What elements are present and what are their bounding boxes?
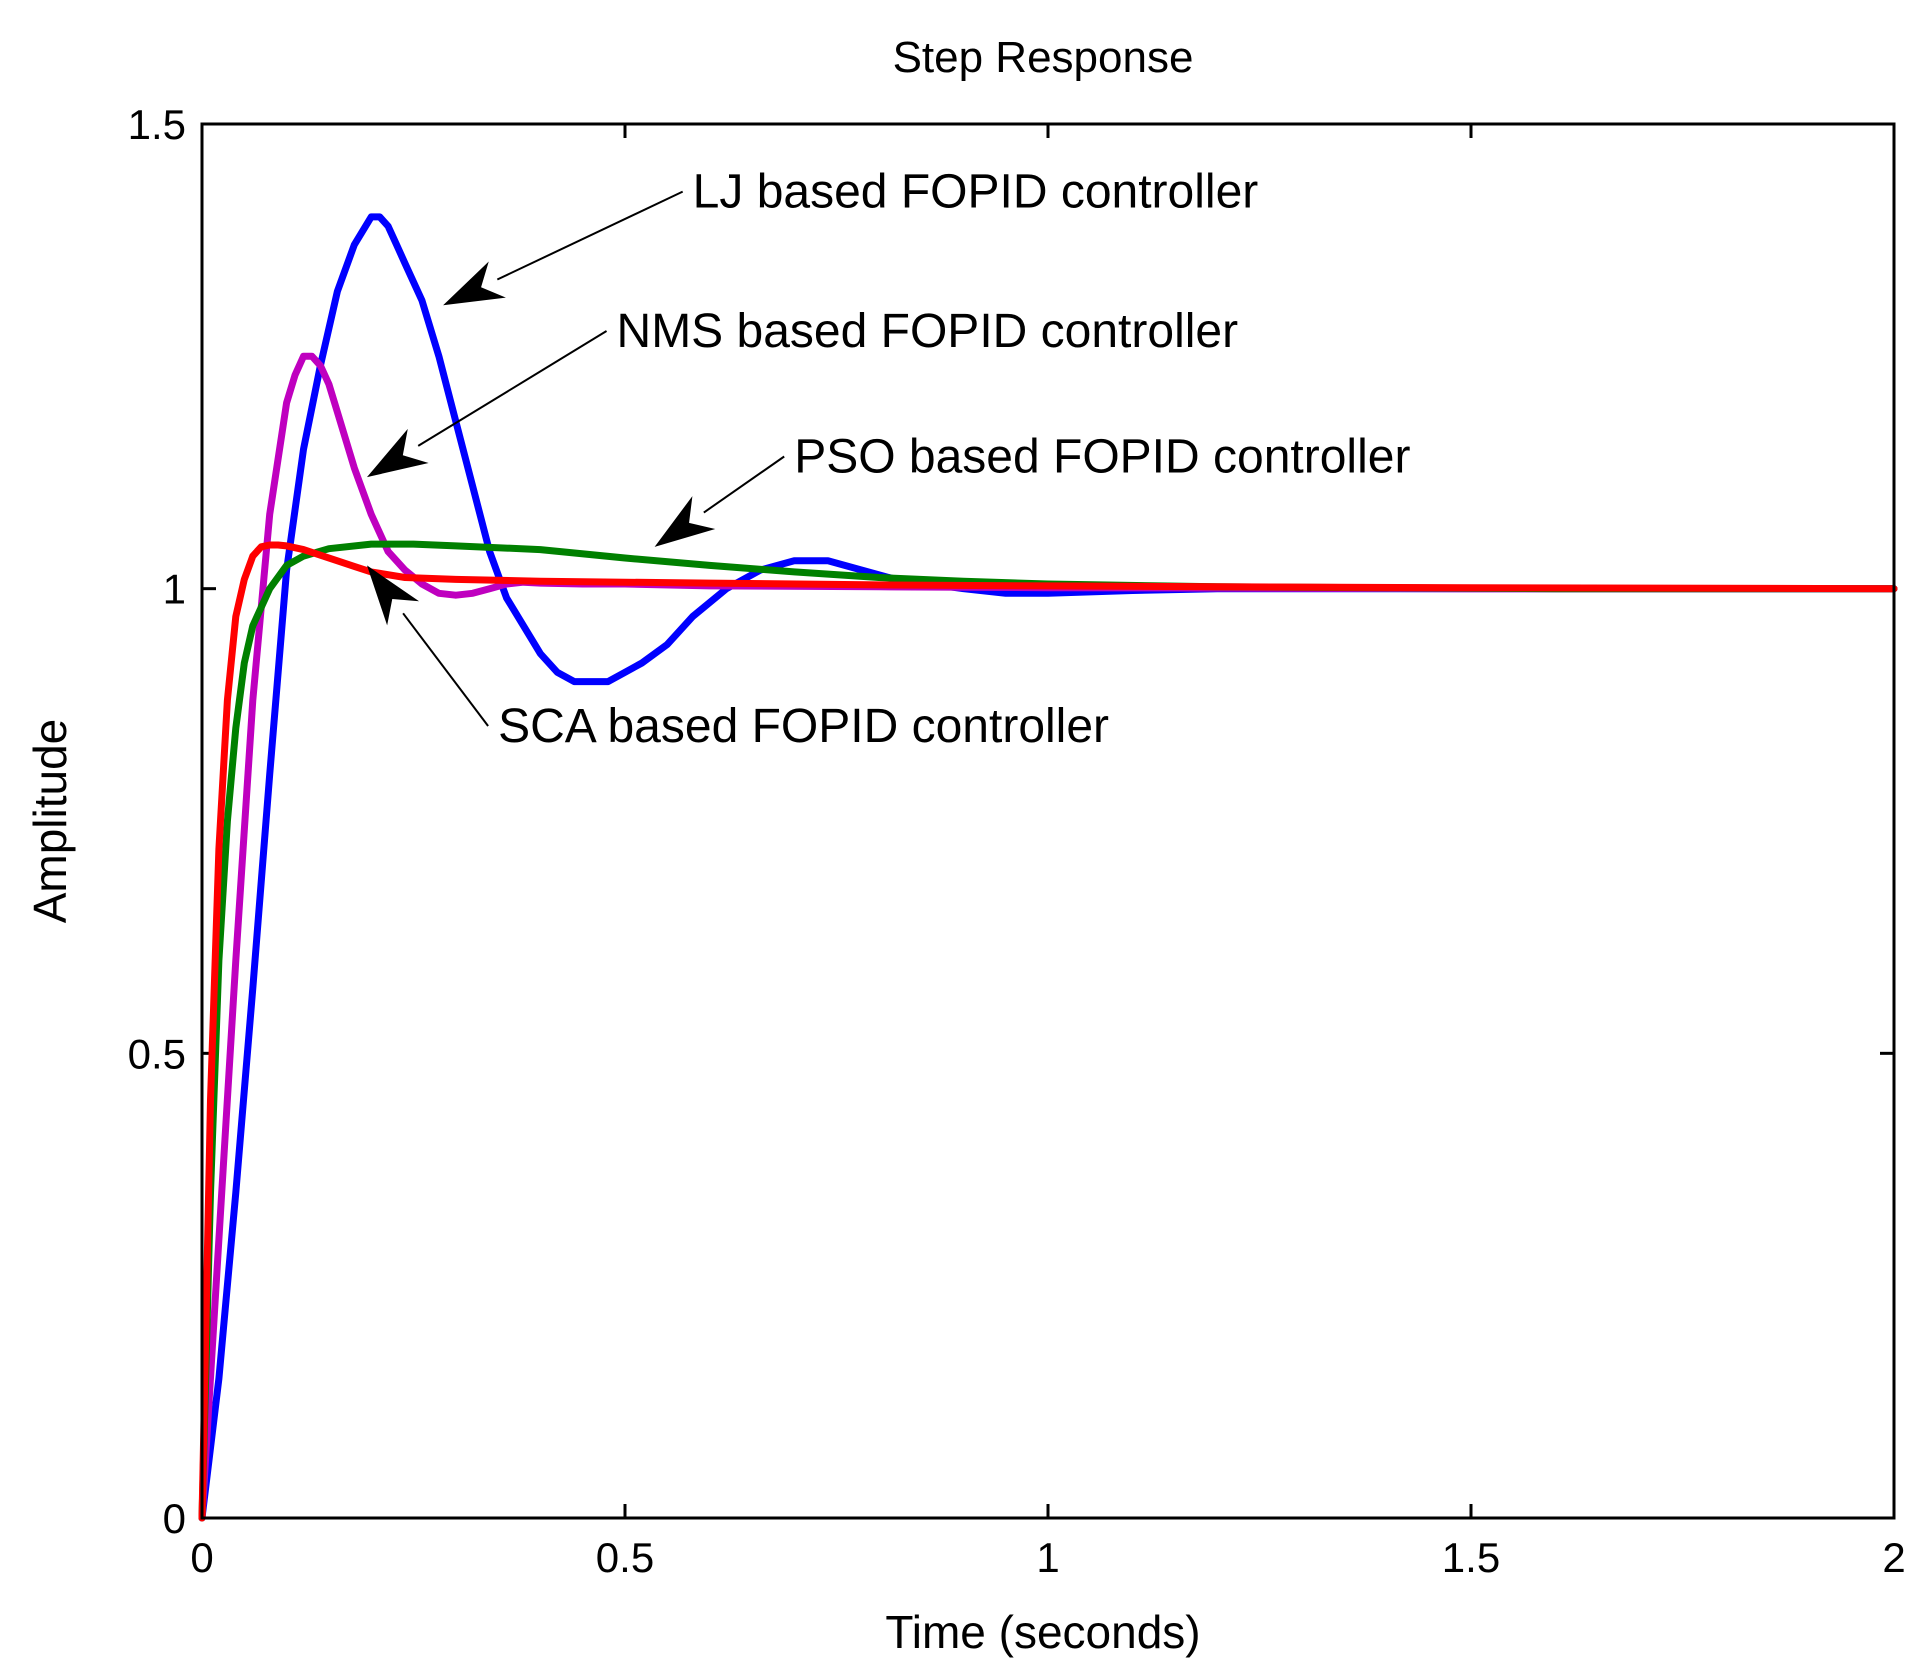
annotation-lj-based-fopid-controller: LJ based FOPID controller [693,166,1259,219]
annotation-arrow-line [402,612,489,727]
annotation-arrow-line [496,190,684,281]
annotation-arrow-head [366,428,429,478]
plot-frame [200,122,1896,1520]
annotation-arrow-head [366,565,420,626]
chart-title: Step Response [893,33,1194,82]
annotation-arrow-line [417,330,608,447]
x-tick-label: 1.5 [1442,1534,1500,1581]
annotation-nms-based-fopid-controller: NMS based FOPID controller [617,305,1239,358]
annotation-arrow-line [703,455,785,514]
x-tick-label: 0.5 [596,1534,654,1581]
x-tick-label: 0 [190,1534,213,1581]
x-tick-label: 2 [1882,1534,1905,1581]
annotation-arrow-head [443,261,506,306]
annotation-arrow-head [654,496,716,547]
annotation-layer: LJ based FOPID controller NMS based FOPID… [366,166,1410,753]
x-tick-label: 1 [1036,1534,1059,1581]
y-tick-label: 0 [163,1495,186,1542]
annotation-pso-based-fopid-controller: PSO based FOPID controller [794,431,1410,484]
annotation-sca-based-fopid-controller: SCA based FOPID controller [498,700,1109,753]
series-line-sca-based-fopid-controller [198,541,1898,1522]
y-tick-label: 0.5 [128,1030,186,1077]
y-tick-label: 1.5 [128,101,186,148]
series-layer [198,213,1898,1522]
y-axis-label: Amplitude [24,719,76,924]
y-tick-label: 1 [163,566,186,613]
x-axis-label: Time (seconds) [885,1606,1200,1658]
x-axis-ticks: 0 0.5 1 1.5 2 [190,124,1906,1581]
